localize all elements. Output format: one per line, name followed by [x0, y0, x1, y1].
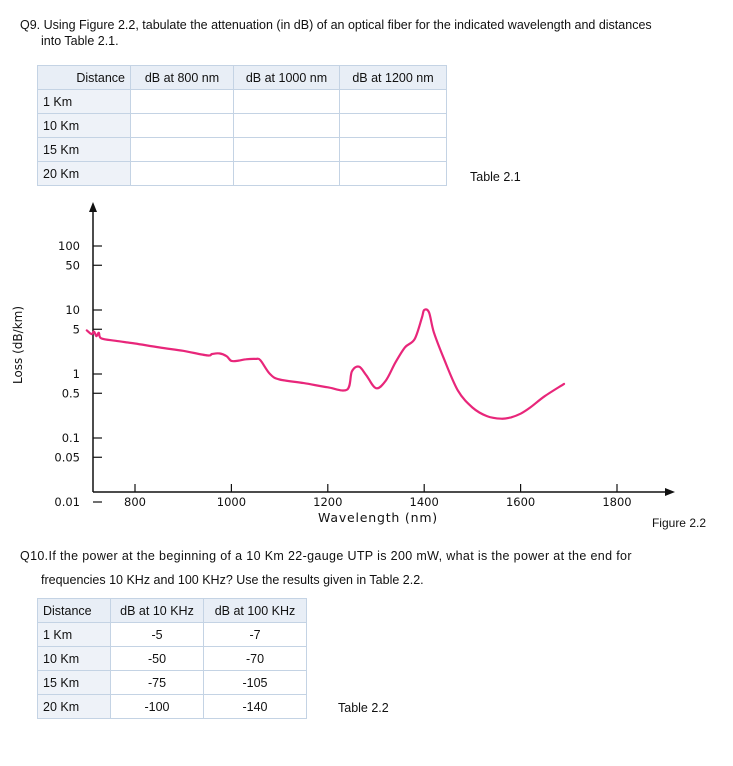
- cell-100khz: -105: [203, 670, 307, 695]
- q10-text-line1: Q10.If the power at the beginning of a 1…: [20, 549, 632, 563]
- y-tick-label: 5: [73, 322, 80, 336]
- empty-cell[interactable]: [130, 89, 234, 114]
- loss-vs-wavelength-chart: 100 50 10 5 1 0.5 0.1 0.05 0.01 800 1000 1200 1400 1…: [11, 202, 706, 530]
- x-tick-label: 1600: [506, 495, 535, 509]
- header-1200nm: dB at 1200 nm: [339, 65, 447, 90]
- row-label: 10 Km: [37, 646, 111, 671]
- x-axis-label: Wavelength (nm): [318, 510, 438, 525]
- empty-cell[interactable]: [233, 89, 340, 114]
- x-tick-label: 1800: [602, 495, 631, 509]
- x-tick-label: 1200: [313, 495, 342, 509]
- table-header-row: Distance dB at 800 nm dB at 1000 nm dB a…: [37, 65, 447, 90]
- loss-curve-line: [85, 308, 566, 420]
- y-axis-arrow-icon: [89, 202, 97, 212]
- x-tick-label: 1400: [410, 495, 439, 509]
- y-tick-label: 0.05: [54, 450, 80, 464]
- q9-text-line1: Q9. Using Figure 2.2, tabulate the atten…: [20, 18, 652, 32]
- y-tick-label: 0.1: [62, 431, 80, 445]
- empty-cell[interactable]: [339, 137, 447, 162]
- x-axis-arrow-icon: [665, 488, 675, 496]
- header-10khz: dB at 10 KHz: [110, 598, 204, 623]
- y-tick-label: 0.5: [62, 386, 80, 400]
- row-label: 20 Km: [37, 694, 111, 719]
- table-row: 1 Km: [37, 89, 447, 114]
- empty-cell[interactable]: [339, 161, 447, 186]
- table-2-2-caption: Table 2.2: [338, 701, 389, 715]
- table-row: 10 Km: [37, 113, 447, 138]
- header-1000nm: dB at 1000 nm: [233, 65, 340, 90]
- y-ticks: 100 50 10 5 1 0.5 0.1 0.05 0.01: [54, 239, 102, 509]
- table-row: 15 Km -75 -105: [37, 670, 307, 695]
- table-row: 10 Km -50 -70: [37, 646, 307, 671]
- row-label: 15 Km: [37, 137, 131, 162]
- y-axis-label: Loss (dB/km): [11, 306, 25, 384]
- table-2-1: Distance dB at 800 nm dB at 1000 nm dB a…: [37, 65, 447, 186]
- empty-cell[interactable]: [233, 113, 340, 138]
- y-tick-label: 0.01: [54, 495, 80, 509]
- header-distance: Distance: [37, 65, 131, 90]
- q10-question: Q10.If the power at the beginning of a 1…: [20, 548, 693, 588]
- empty-cell[interactable]: [130, 161, 234, 186]
- header-800nm: dB at 800 nm: [130, 65, 234, 90]
- table-2-1-caption: Table 2.1: [470, 170, 521, 184]
- table-row: 20 Km: [37, 161, 447, 186]
- cell-10khz: -50: [110, 646, 204, 671]
- chart-axes: [89, 202, 675, 496]
- empty-cell[interactable]: [130, 137, 234, 162]
- header-distance: Distance: [37, 598, 111, 623]
- y-tick-label: 10: [65, 303, 80, 317]
- row-label: 15 Km: [37, 670, 111, 695]
- empty-cell[interactable]: [130, 113, 234, 138]
- header-100khz: dB at 100 KHz: [203, 598, 307, 623]
- cell-10khz: -75: [110, 670, 204, 695]
- row-label: 10 Km: [37, 113, 131, 138]
- q10-text-line2: frequencies 10 KHz and 100 KHz? Use the …: [41, 573, 424, 587]
- x-ticks: 800 1000 1200 1400 1600 1800: [124, 484, 632, 509]
- empty-cell[interactable]: [233, 161, 340, 186]
- row-label: 1 Km: [37, 89, 131, 114]
- figure-caption: Figure 2.2: [652, 516, 706, 530]
- y-tick-label: 1: [73, 367, 80, 381]
- q9-text-line2: into Table 2.1.: [41, 34, 119, 48]
- x-tick-label: 1000: [217, 495, 246, 509]
- table-row: 1 Km -5 -7: [37, 622, 307, 647]
- empty-cell[interactable]: [339, 89, 447, 114]
- x-tick-label: 800: [124, 495, 146, 509]
- cell-10khz: -100: [110, 694, 204, 719]
- y-tick-label: 100: [58, 239, 80, 253]
- empty-cell[interactable]: [233, 137, 340, 162]
- q9-question: Q9. Using Figure 2.2, tabulate the atten…: [20, 17, 652, 49]
- table-row: 15 Km: [37, 137, 447, 162]
- cell-10khz: -5: [110, 622, 204, 647]
- cell-100khz: -7: [203, 622, 307, 647]
- cell-100khz: -140: [203, 694, 307, 719]
- table-2-2: Distance dB at 10 KHz dB at 100 KHz 1 Km…: [37, 598, 307, 719]
- row-label: 20 Km: [37, 161, 131, 186]
- row-label: 1 Km: [37, 622, 111, 647]
- table-row: 20 Km -100 -140: [37, 694, 307, 719]
- table-header-row: Distance dB at 10 KHz dB at 100 KHz: [37, 598, 307, 623]
- empty-cell[interactable]: [339, 113, 447, 138]
- cell-100khz: -70: [203, 646, 307, 671]
- y-tick-label: 50: [65, 258, 80, 272]
